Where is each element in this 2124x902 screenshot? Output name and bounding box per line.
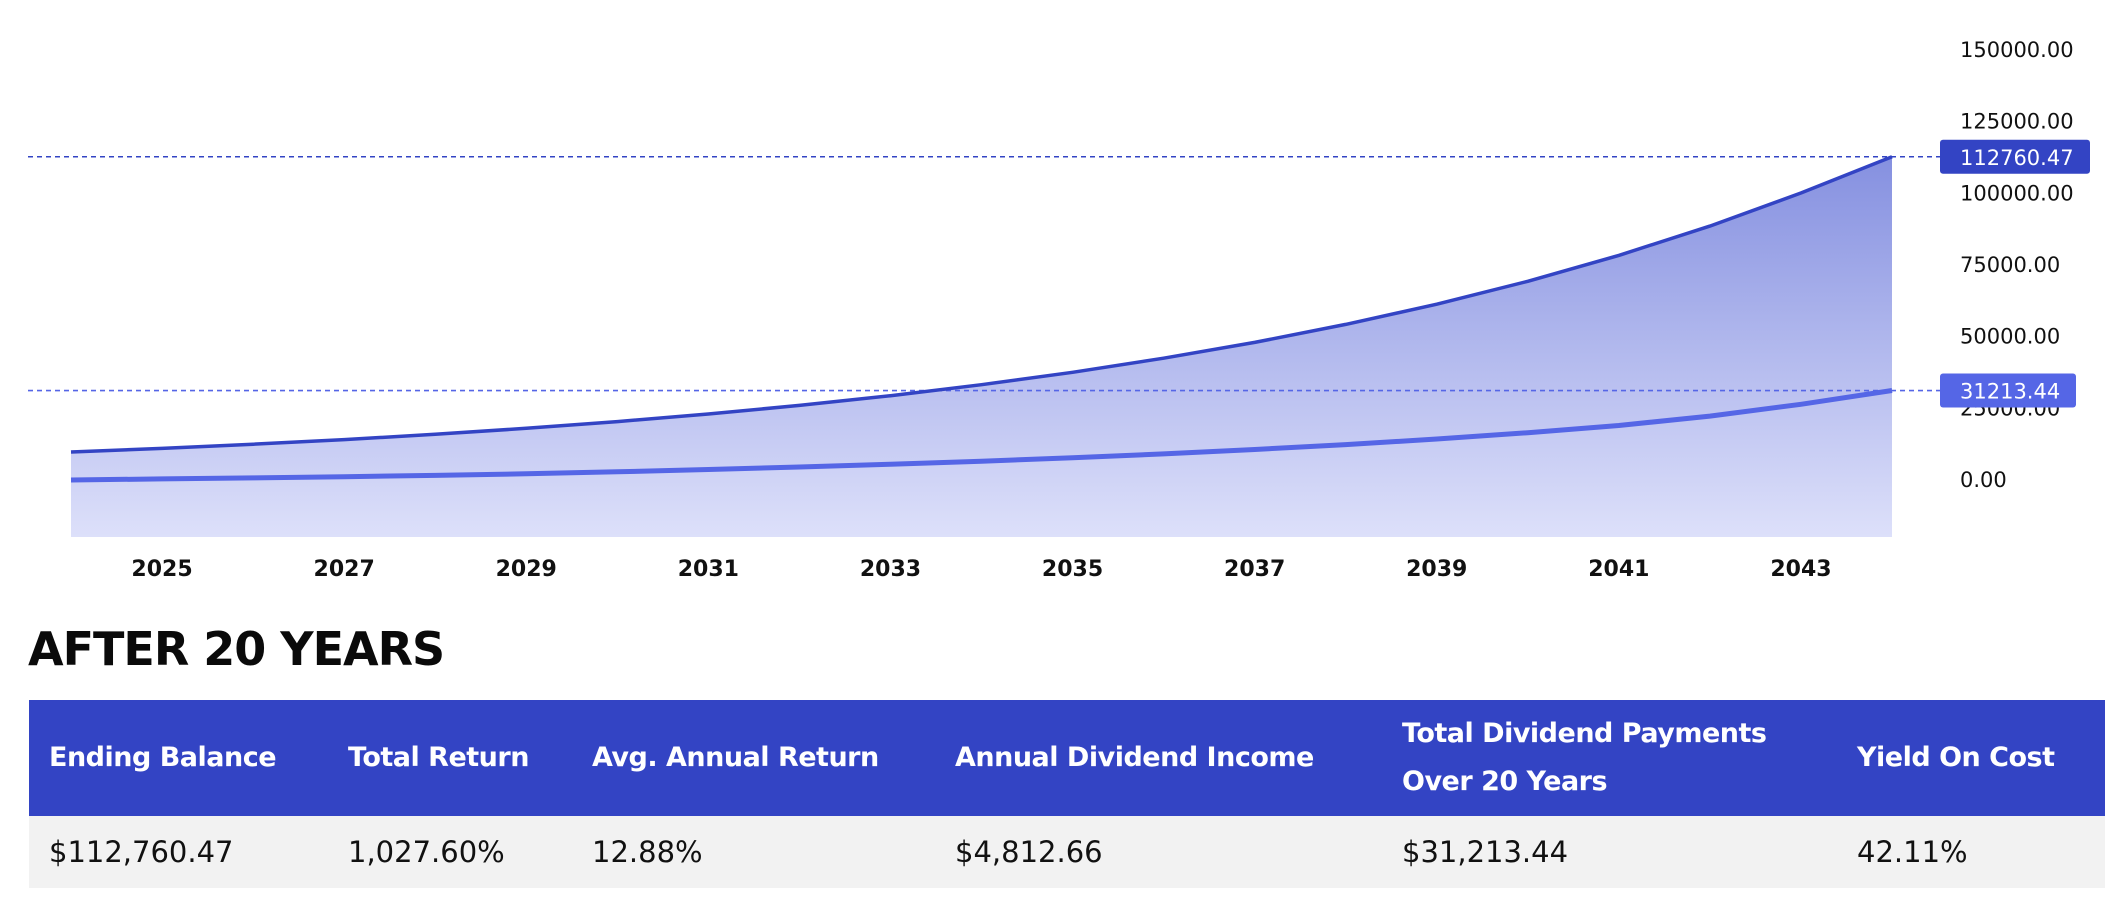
section-title: AFTER 20 YEARS <box>28 622 445 676</box>
summary-value-row: $112,760.47 1,027.60% 12.88% $4,812.66 $… <box>29 816 2105 888</box>
y-tick-label: 0.00 <box>1960 468 2007 492</box>
x-tick-label: 2041 <box>1588 557 1649 582</box>
x-tick-label: 2031 <box>678 557 739 582</box>
value-annual-dividend-income: $4,812.66 <box>935 816 1382 888</box>
dividend-payments-line <box>70 388 1893 483</box>
header-yield-on-cost: Yield On Cost <box>1837 700 2105 816</box>
x-tick-label: 2035 <box>1042 557 1103 582</box>
x-tick-label: 2037 <box>1224 557 1285 582</box>
header-annual-dividend-income: Annual Dividend Income <box>935 700 1382 816</box>
value-total-return: 1,027.60% <box>328 816 572 888</box>
value-avg-annual-return: 12.88% <box>572 816 935 888</box>
summary-header-row: Ending Balance Total Return Avg. Annual … <box>29 700 2105 816</box>
ending-balance-line <box>70 155 1893 454</box>
y-tick-label: 125000.00 <box>1960 110 2074 134</box>
header-avg-annual-return: Avg. Annual Return <box>572 700 935 816</box>
badge-label: 112760.47 <box>1960 146 2074 170</box>
summary-table: Ending Balance Total Return Avg. Annual … <box>29 700 2105 888</box>
y-tick-label: 50000.00 <box>1960 325 2060 349</box>
value-yield-on-cost: 42.11% <box>1837 816 2105 888</box>
y-tick-label: 150000.00 <box>1960 38 2074 62</box>
y-tick-label: 100000.00 <box>1960 181 2074 205</box>
header-total-return: Total Return <box>328 700 572 816</box>
value-ending-balance: $112,760.47 <box>29 816 328 888</box>
growth-chart: 150000.00 125000.00 100000.00 75000.00 50000… <box>28 38 2090 582</box>
balance-area-fill <box>71 156 1892 538</box>
x-tick-label: 2033 <box>860 557 921 582</box>
y-tick-label: 75000.00 <box>1960 253 2060 277</box>
x-tick-label: 2025 <box>131 557 192 582</box>
x-tick-label: 2029 <box>496 557 557 582</box>
value-total-dividend-payments: $31,213.44 <box>1382 816 1837 888</box>
header-ending-balance: Ending Balance <box>29 700 328 816</box>
balance-value-badge: 112760.47 <box>1940 139 2090 174</box>
badge-label: 31213.44 <box>1960 380 2060 404</box>
x-tick-label: 2043 <box>1770 557 1831 582</box>
x-tick-label: 2039 <box>1406 557 1467 582</box>
header-total-dividend-payments: Total Dividend Payments Over 20 Years <box>1382 700 1837 816</box>
x-tick-label: 2027 <box>314 557 375 582</box>
dividend-value-badge: 31213.44 <box>1940 373 2076 408</box>
